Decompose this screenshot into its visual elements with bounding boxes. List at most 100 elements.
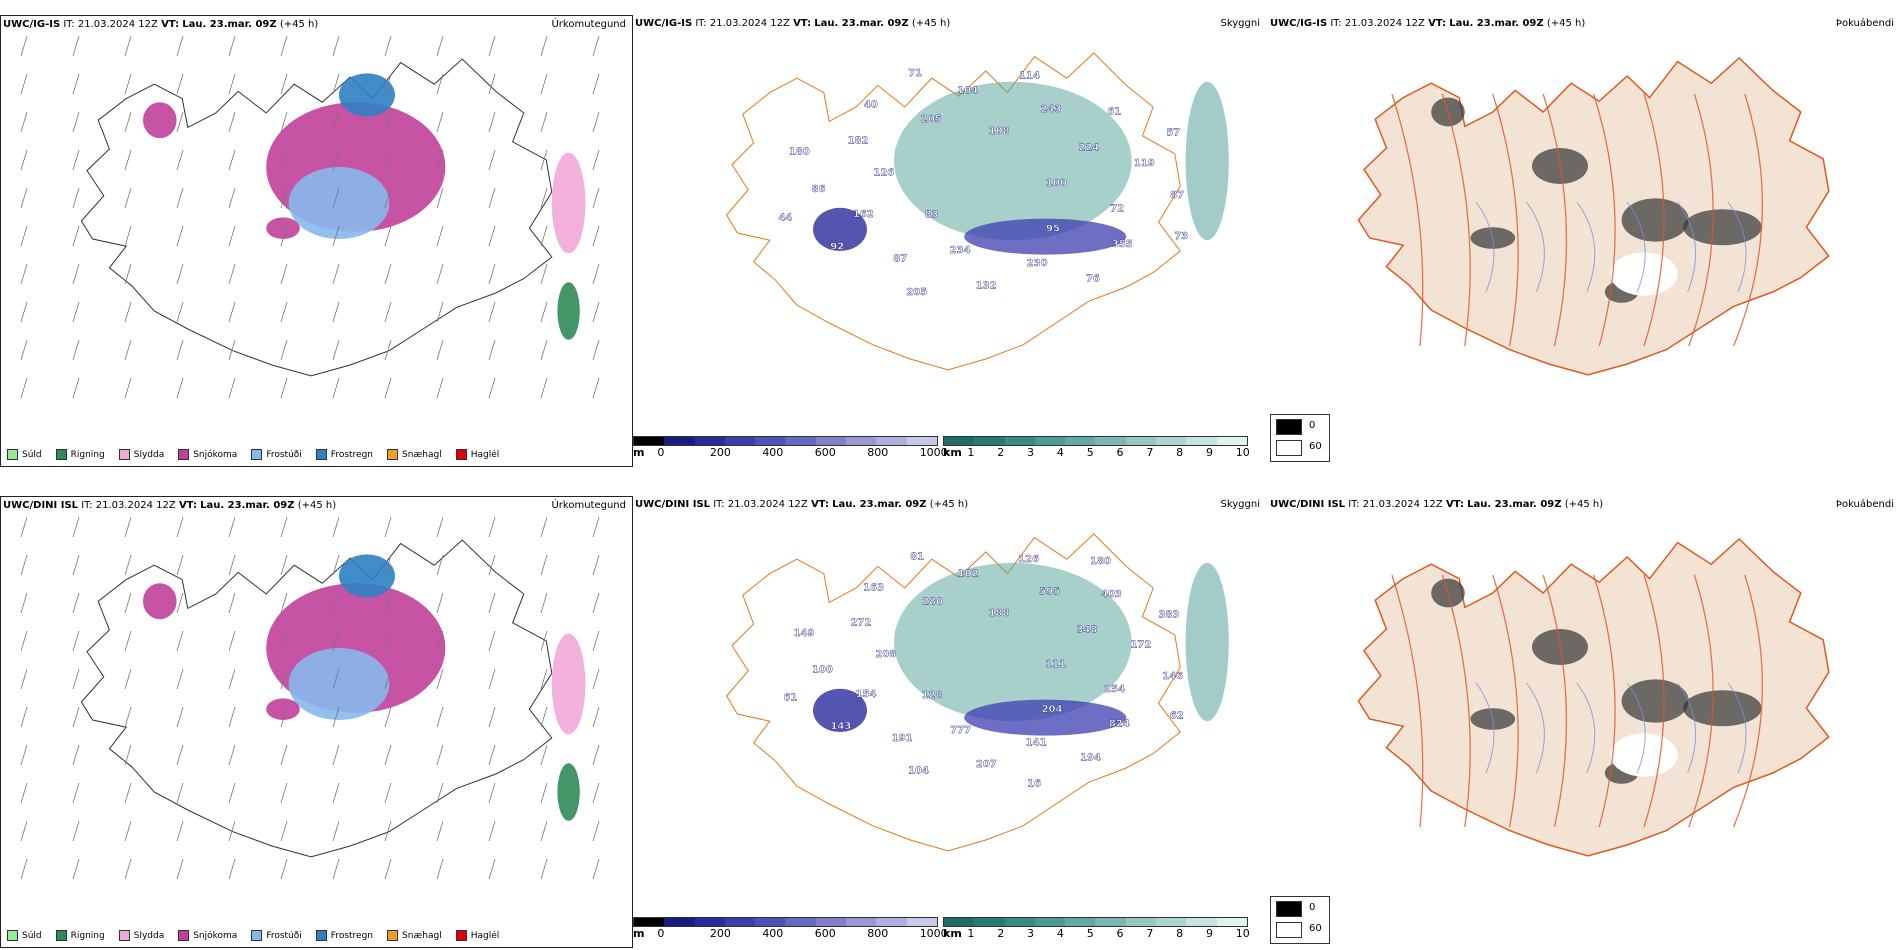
wind-barb [436, 516, 444, 538]
colorbar-tick-label: 400 [762, 927, 784, 940]
wind-barb [332, 516, 340, 538]
wind-barb [384, 225, 392, 247]
panel-title: Þokuábendi [1835, 499, 1894, 510]
road-line [1688, 93, 1714, 347]
fog-panel-bottom: UWC/DINI ISL IT: 21.03.2024 12Z VT: Lau.… [1268, 496, 1900, 896]
wind-barb [592, 630, 600, 652]
fog-legend-high-label: 60 [1309, 441, 1322, 452]
low-cloud-area [964, 218, 1127, 255]
colorbar-tick-label: 7 [1146, 927, 1154, 940]
colorbar-segment [1004, 918, 1035, 926]
panel-title: Þokuábendi [1835, 18, 1894, 29]
colorbar-segment [1125, 437, 1157, 445]
precip-legend-item: Frostregn [315, 449, 373, 460]
road-line [1391, 93, 1424, 347]
colorbar-tick-label: 800 [867, 927, 889, 940]
wind-barb [176, 858, 184, 880]
wind-barb [436, 339, 444, 361]
colorbar-tick-label: 6 [1116, 927, 1124, 940]
fog-legend-low-swatch [1276, 901, 1302, 917]
colorbar-tick-label: 3 [1027, 446, 1035, 459]
fog-legend-bottom: 0 60 [1270, 896, 1330, 944]
wind-barb [124, 820, 132, 842]
wind-barb [540, 187, 548, 209]
colorbar-segment [906, 437, 937, 445]
cloud-base-label: 92 [830, 242, 844, 253]
colorbar-strip [943, 436, 1248, 446]
wind-barb [176, 377, 184, 399]
wind-barb [280, 339, 288, 361]
wind-barb [540, 516, 548, 538]
precip-legend-item: Slydda [118, 930, 164, 941]
wind-barb [280, 744, 288, 766]
cloud-base-label: 100 [1046, 178, 1067, 189]
wind-barb [176, 73, 184, 95]
wind-barb [228, 377, 236, 399]
wind-barb [124, 301, 132, 323]
wind-barb [436, 782, 444, 804]
low-cloud-area [964, 699, 1127, 736]
wind-barb [488, 744, 496, 766]
precip-legend-item: Frostúði [251, 930, 302, 941]
wind-barb [20, 820, 28, 842]
cloud-base-label: 86 [812, 184, 826, 195]
cloud-base-label: 194 [1080, 752, 1101, 763]
cloud-base-label: 83 [924, 209, 938, 220]
cloud-base-label: 141 [1026, 737, 1047, 748]
colorbar-segment [944, 918, 975, 926]
colorbar-tick-label: 5 [1086, 446, 1094, 459]
precip-legend-item: Snjókoma [178, 449, 237, 460]
wind-barb [124, 554, 132, 576]
low-visibility-area [1185, 81, 1229, 241]
wind-barb [540, 592, 548, 614]
colorbar-segment [876, 437, 907, 445]
wind-barb [592, 820, 600, 842]
cloud-base-label: 104 [908, 765, 929, 776]
wind-barb [540, 377, 548, 399]
wind-barb [332, 73, 340, 95]
cloud-base-label: 132 [976, 280, 997, 291]
wind-barb [592, 554, 600, 576]
colorbar-unit: m [633, 446, 645, 459]
wind-barb [488, 263, 496, 285]
road-line [1492, 574, 1519, 828]
colorbar-tick-label: 1 [967, 446, 975, 459]
wind-barb [488, 149, 496, 171]
cloud-base-label: 72 [1110, 204, 1124, 215]
wind-barb [72, 263, 80, 285]
colorbar-tick-label: 4 [1056, 927, 1064, 940]
cloud-base-label: 208 [875, 649, 896, 660]
legend-swatch [315, 930, 327, 941]
low-cloud-area [813, 207, 867, 251]
wind-barb [540, 782, 548, 804]
wind-barb [228, 630, 236, 652]
panel-title: Skyggni [1220, 18, 1260, 29]
cloud-base-label: 114 [1019, 71, 1040, 82]
road-line [1732, 574, 1763, 828]
wind-barb [384, 73, 392, 95]
legend-swatch [251, 449, 263, 460]
colorbar-unit: m [633, 927, 645, 940]
colorbar-segment [1065, 918, 1096, 926]
wind-barb [436, 111, 444, 133]
wind-barb [280, 187, 288, 209]
river-line [1727, 682, 1747, 774]
wind-barb [488, 668, 496, 690]
wind-barb [488, 73, 496, 95]
cloud-base-panel-top: UWC/IG-IS IT: 21.03.2024 12Z VT: Lau. 23… [633, 15, 1268, 467]
panel-header: UWC/DINI ISL IT: 21.03.2024 12Z VT: Lau.… [1270, 499, 1604, 510]
wind-barb [124, 35, 132, 57]
wind-barb [384, 744, 392, 766]
wind-barb [72, 301, 80, 323]
wind-barb [488, 554, 496, 576]
wind-barb [332, 706, 340, 728]
colorbar-segment [724, 437, 756, 445]
precip-area [339, 554, 395, 598]
colorbar-tick-label: 8 [1176, 927, 1184, 940]
precip-type-panel-bottom: UWC/DINI ISL IT: 21.03.2024 12Z VT: Lau.… [0, 496, 633, 948]
cloud-base-map: 111 128 188 204 208 348 777 280 254 154 595 141 272 1… [725, 533, 1229, 852]
legend-swatch [455, 930, 467, 941]
cloud-base-panel-bottom: UWC/DINI ISL IT: 21.03.2024 12Z VT: Lau.… [633, 496, 1268, 948]
wind-barb [488, 225, 496, 247]
colorbar-segment [1004, 437, 1035, 445]
